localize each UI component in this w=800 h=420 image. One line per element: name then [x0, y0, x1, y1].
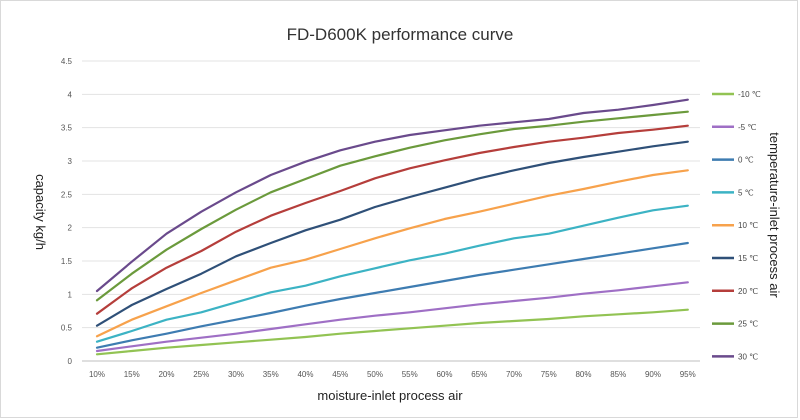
x-tick-label: 55%	[402, 370, 418, 379]
y-tick-label: 3.5	[61, 124, 73, 133]
series-line	[95, 110, 689, 302]
series-lines	[95, 98, 689, 356]
y-tick-label: 1.5	[61, 257, 73, 266]
series-line	[95, 281, 689, 353]
y-tick-label: 0	[68, 357, 73, 366]
x-tick-label: 10%	[89, 370, 105, 379]
x-tick-label: 25%	[193, 370, 209, 379]
legend-label: 0 ℃	[738, 156, 754, 165]
y-tick-label: 0.5	[61, 324, 73, 333]
x-tick-label: 90%	[645, 370, 661, 379]
x-tick-label: 65%	[471, 370, 487, 379]
x-tick-label: 85%	[610, 370, 626, 379]
series-line	[95, 140, 689, 327]
legend-label: 25 ℃	[738, 320, 758, 329]
y-tick-label: 4	[68, 90, 73, 99]
x-tick-label: 70%	[506, 370, 522, 379]
legend-label: 5 ℃	[738, 188, 754, 197]
legend-label: 15 ℃	[738, 254, 758, 263]
x-tick-label: 40%	[297, 370, 313, 379]
legend-title: temperature-inlet process air	[767, 132, 782, 298]
series-line	[95, 308, 689, 356]
legend-label: 10 ℃	[738, 221, 758, 230]
x-tick-label: 15%	[124, 370, 140, 379]
y-axis-label: capacity kg/h	[33, 174, 48, 250]
y-tick-label: 2	[68, 224, 73, 233]
legend-label: -10 ℃	[738, 90, 761, 99]
legend: -10 ℃ -5 ℃ 0 ℃ 5 ℃ 10 ℃ 15 ℃ 20 ℃ 25 ℃ 30 ℃	[712, 90, 761, 361]
series-line	[95, 204, 689, 343]
x-tick-label: 35%	[263, 370, 279, 379]
series-line	[95, 124, 689, 315]
x-tick-label: 20%	[158, 370, 174, 379]
legend-label: -5 ℃	[738, 123, 756, 132]
y-tick-labels: 0 0.5 1 1.5 2 2.5 3 3.5 4 4.5	[61, 57, 73, 366]
x-tick-label: 30%	[228, 370, 244, 379]
x-tick-label: 95%	[680, 370, 696, 379]
y-tick-label: 1	[68, 290, 73, 299]
y-tick-label: 4.5	[61, 57, 73, 66]
x-axis-label: moisture-inlet process air	[317, 388, 463, 403]
x-tick-label: 80%	[575, 370, 591, 379]
y-tick-label: 3	[68, 157, 73, 166]
x-tick-labels: 10% 15% 20% 25% 30% 35% 40% 45% 50% 55% 60% 65% 70% 7…	[89, 370, 696, 379]
x-tick-label: 45%	[332, 370, 348, 379]
y-tick-label: 2.5	[61, 190, 73, 199]
series-line	[95, 241, 689, 349]
legend-label: 30 ℃	[738, 352, 758, 361]
x-tick-label: 50%	[367, 370, 383, 379]
grid-lines	[82, 60, 700, 362]
series-line	[95, 169, 689, 338]
x-tick-label: 60%	[436, 370, 452, 379]
x-tick-label: 75%	[541, 370, 557, 379]
chart-title: FD-D600K performance curve	[287, 25, 514, 44]
legend-label: 20 ℃	[738, 287, 758, 296]
series-line	[95, 98, 689, 293]
